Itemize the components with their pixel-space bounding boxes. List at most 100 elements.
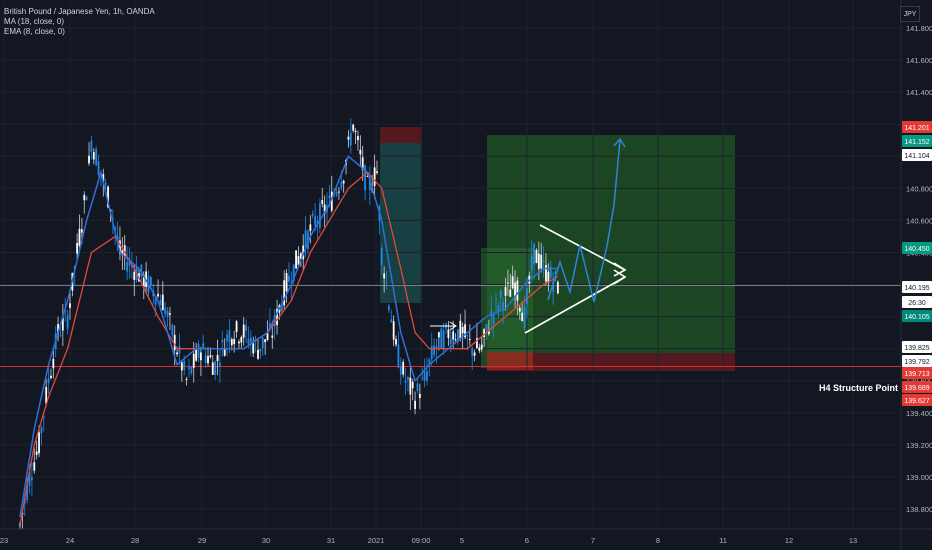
candle-body <box>523 306 526 329</box>
candle-body <box>485 324 488 331</box>
candle-body <box>69 303 71 308</box>
ema-indicator-label[interactable]: EMA (8, close, 0) <box>4 27 65 36</box>
time-tick-label: 2021 <box>368 536 385 545</box>
candle-body <box>183 360 186 370</box>
candle-body <box>426 371 428 381</box>
candle-body <box>190 367 193 374</box>
time-tick-label: 23 <box>0 536 8 545</box>
time-tick-label: 8 <box>656 536 660 545</box>
candle-body <box>318 203 321 228</box>
candle-body <box>107 186 109 208</box>
candle-body <box>142 275 145 288</box>
candle-body <box>119 240 121 254</box>
candle-body <box>266 332 269 340</box>
candle-body <box>123 245 126 257</box>
candle-body <box>40 427 43 434</box>
candle-body <box>466 335 469 337</box>
candle-body <box>323 204 326 214</box>
candle-body <box>487 330 490 334</box>
candle-body <box>150 277 152 286</box>
candle-body <box>114 227 117 231</box>
triangle-pattern[interactable] <box>524 224 627 334</box>
candle-body <box>490 310 493 317</box>
candle-body <box>502 301 505 311</box>
symbol-title[interactable]: British Pound / Japanese Yen, 1h, OANDA <box>4 7 155 16</box>
price-tick-label: 140.600 <box>906 216 932 225</box>
candle-body <box>447 329 450 339</box>
candle-body <box>452 331 455 340</box>
position-tool-long[interactable] <box>481 135 735 371</box>
candle-body <box>159 300 162 305</box>
candle-body <box>104 182 107 185</box>
candle-body <box>464 324 466 338</box>
candle-body <box>468 338 471 341</box>
candle-body <box>509 289 512 297</box>
price-label-text: 139.713 <box>904 371 929 378</box>
candle-body <box>230 339 233 346</box>
candle-body <box>330 191 333 211</box>
price-label-text: 26:30 <box>908 300 926 307</box>
long-stop-zone-inner <box>487 352 533 370</box>
time-tick-label: 5 <box>460 536 464 545</box>
price-label-box <box>902 394 932 406</box>
position-tool-short[interactable] <box>380 127 422 303</box>
candle-body <box>240 337 243 343</box>
candle-body <box>299 253 302 259</box>
candle-body <box>540 254 543 269</box>
projection-path[interactable] <box>547 137 626 303</box>
candle-body <box>264 339 267 343</box>
candle-body <box>61 317 64 331</box>
candle-body <box>433 345 436 355</box>
candle-body <box>380 248 383 266</box>
projection-zigzag <box>547 139 621 303</box>
candle-body <box>402 361 405 375</box>
candle-body <box>499 290 502 298</box>
candle-body <box>214 361 217 375</box>
candle-body <box>285 273 288 292</box>
candle-body <box>219 362 221 367</box>
candle-body <box>554 271 557 275</box>
candle-body <box>364 165 366 191</box>
candle-body <box>78 228 81 247</box>
candle-body <box>111 217 114 220</box>
candle-body <box>169 313 171 315</box>
candle-body <box>283 280 286 306</box>
price-label-box <box>902 381 932 393</box>
candle-body <box>288 275 290 282</box>
time-tick-label: 30 <box>262 536 270 545</box>
candle-body <box>221 339 224 343</box>
candle-body <box>209 355 212 358</box>
price-label-box <box>902 121 932 133</box>
price-label-text: 139.825 <box>904 345 929 352</box>
candle-body <box>342 181 345 184</box>
candle-body <box>549 266 552 278</box>
candle-body <box>178 345 181 354</box>
candle-body <box>547 271 550 283</box>
candle-body <box>480 344 483 350</box>
ema-8-line <box>19 155 558 518</box>
price-label-box <box>902 242 932 254</box>
candle-body <box>28 472 31 486</box>
currency-badge[interactable]: JPY <box>900 6 920 22</box>
candle-body <box>397 344 400 368</box>
candle-body <box>478 347 481 351</box>
triangle-apex-arrow-top <box>613 262 627 277</box>
candle-body <box>235 321 238 332</box>
candle-body <box>116 236 119 241</box>
candle-body <box>449 338 452 345</box>
small-arrow <box>430 321 457 331</box>
candle-body <box>297 256 300 265</box>
candle-body <box>359 149 362 155</box>
candle-body <box>521 312 524 322</box>
candle-body <box>216 354 219 362</box>
price-label-box <box>902 355 932 367</box>
price-tick-label: 138.800 <box>906 505 932 514</box>
candle-body <box>188 367 190 370</box>
candle-body <box>252 343 255 354</box>
ma-indicator-label[interactable]: MA (18, close, 0) <box>4 17 65 26</box>
candle-body <box>161 294 164 311</box>
time-axis[interactable]: 23 24 28 29 30 31 2021 09:00 5 6 7 8 11 12 13 <box>0 536 857 545</box>
candle-body <box>83 194 86 201</box>
candle-body <box>223 348 226 356</box>
